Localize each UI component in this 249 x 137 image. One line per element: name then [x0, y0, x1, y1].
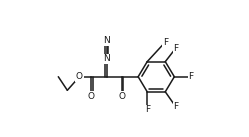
- Text: F: F: [163, 38, 168, 47]
- Text: F: F: [145, 105, 150, 114]
- Text: F: F: [173, 102, 178, 111]
- Text: O: O: [88, 92, 95, 101]
- Text: N: N: [103, 54, 110, 63]
- Text: O: O: [118, 92, 125, 101]
- Text: N: N: [103, 36, 110, 45]
- Text: F: F: [188, 72, 193, 81]
- Text: O: O: [76, 72, 83, 81]
- Text: F: F: [173, 44, 178, 53]
